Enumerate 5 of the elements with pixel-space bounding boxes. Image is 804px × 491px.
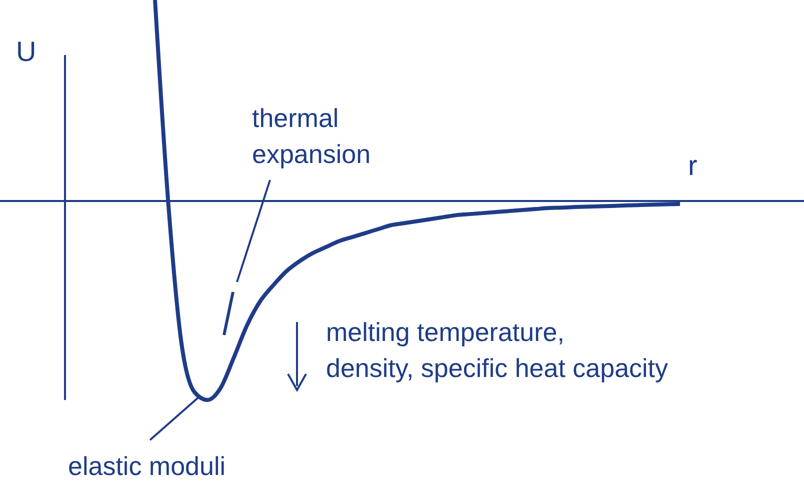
annotation: thermal expansion (252, 102, 372, 171)
x-axis-title: r (688, 150, 698, 182)
y-axis-title: U (16, 36, 36, 68)
annotation: melting temperature, density, specific heat capacity (326, 316, 670, 385)
text: elastic moduli (68, 450, 227, 483)
